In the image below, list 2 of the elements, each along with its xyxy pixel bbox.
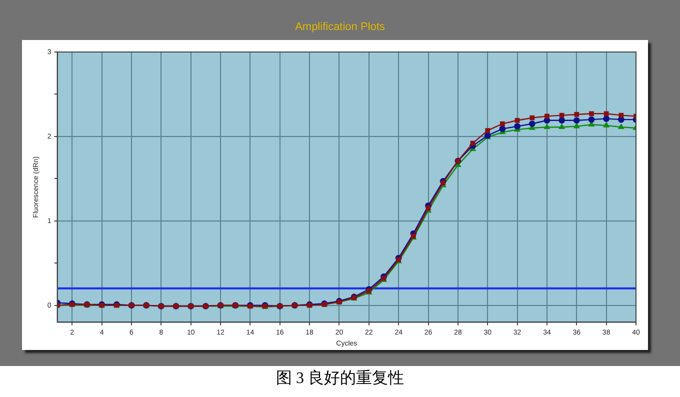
caption: 图 3 良好的重复性 bbox=[275, 368, 405, 389]
chart-title: Amplification Plots bbox=[294, 21, 386, 33]
